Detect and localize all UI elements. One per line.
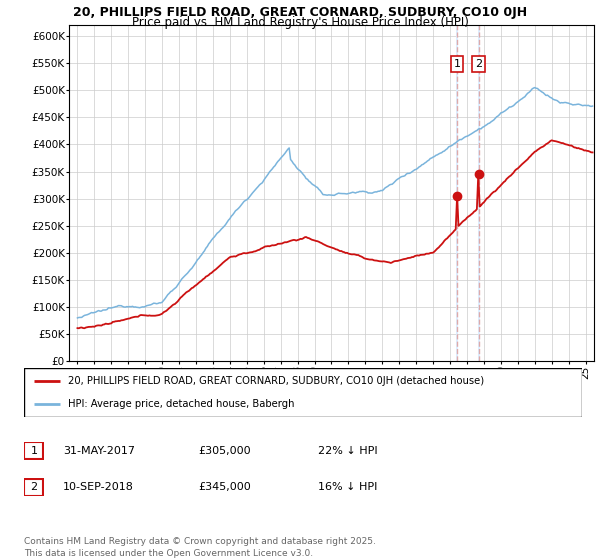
Text: 20, PHILLIPS FIELD ROAD, GREAT CORNARD, SUDBURY, CO10 0JH: 20, PHILLIPS FIELD ROAD, GREAT CORNARD, …	[73, 6, 527, 18]
Text: 1: 1	[31, 446, 37, 456]
Bar	[478, 25, 479, 361]
Text: Contains HM Land Registry data © Crown copyright and database right 2025.
This d: Contains HM Land Registry data © Crown c…	[24, 537, 376, 558]
Text: 31-MAY-2017: 31-MAY-2017	[63, 446, 135, 456]
Text: 10-SEP-2018: 10-SEP-2018	[63, 482, 134, 492]
Bar	[457, 25, 458, 361]
Text: £345,000: £345,000	[198, 482, 251, 492]
Text: Price paid vs. HM Land Registry's House Price Index (HPI): Price paid vs. HM Land Registry's House …	[131, 16, 469, 29]
Text: 2: 2	[31, 482, 37, 492]
Text: 2: 2	[475, 59, 482, 69]
Text: 22% ↓ HPI: 22% ↓ HPI	[318, 446, 377, 456]
Text: 1: 1	[454, 59, 461, 69]
Text: 20, PHILLIPS FIELD ROAD, GREAT CORNARD, SUDBURY, CO10 0JH (detached house): 20, PHILLIPS FIELD ROAD, GREAT CORNARD, …	[68, 376, 484, 386]
Text: HPI: Average price, detached house, Babergh: HPI: Average price, detached house, Babe…	[68, 399, 294, 409]
Text: 16% ↓ HPI: 16% ↓ HPI	[318, 482, 377, 492]
Text: £305,000: £305,000	[198, 446, 251, 456]
